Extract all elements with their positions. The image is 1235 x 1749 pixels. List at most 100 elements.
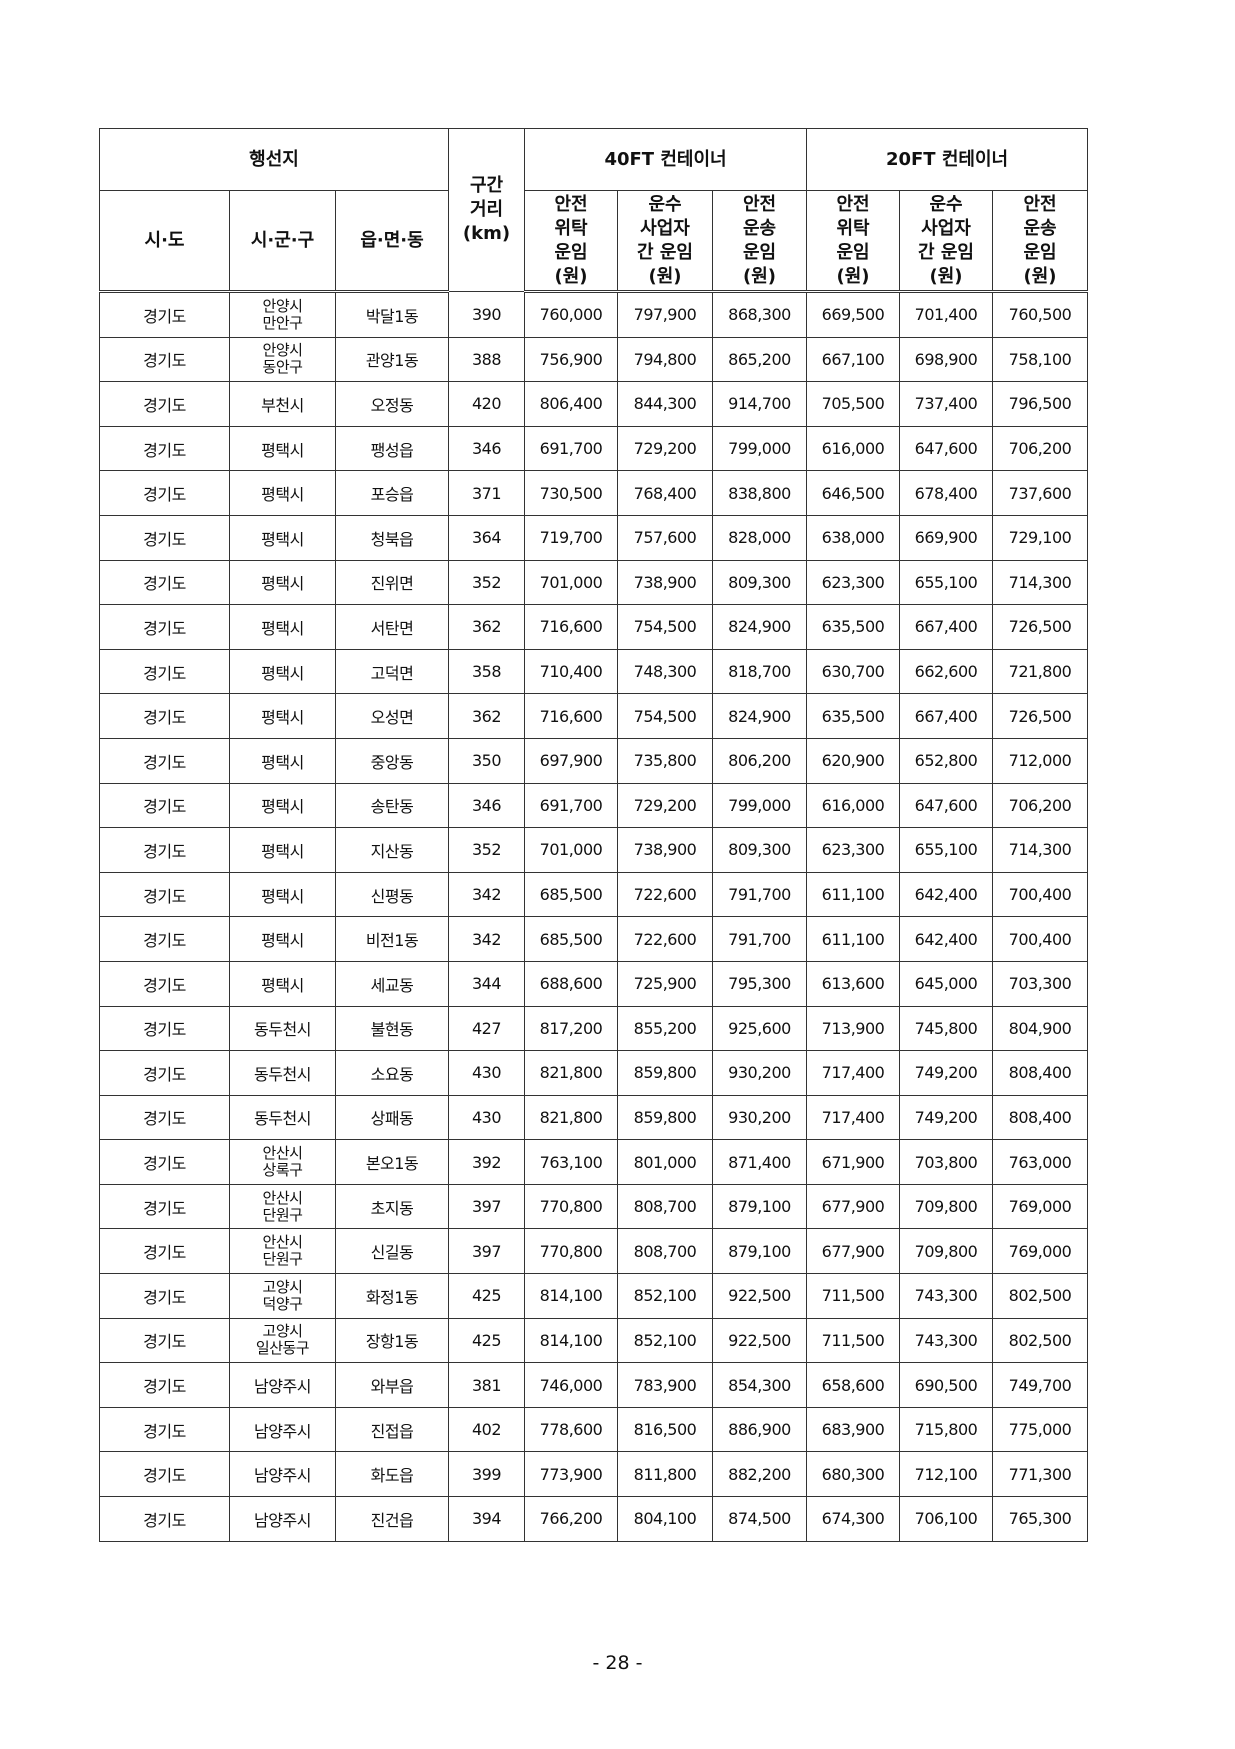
cell-20ft-safety-transport: 737,600 [992,470,1089,516]
cell-sido: 경기도 [99,1496,230,1542]
cell-20ft-safety-transport: 758,100 [992,336,1089,383]
cell-40ft-safety-consign: 770,800 [524,1183,619,1230]
table-row: 경기도 고양시 덕양구 화정1동 425 814,100 852,100 922,500 71… [99,1273,1089,1319]
table-row: 경기도 고양시 일산동구 장항1동 425 814,100 852,100 922,500 7… [99,1317,1089,1364]
cell-20ft-safety-consign: 717,400 [806,1094,901,1141]
header-line: 운송 [742,217,777,239]
cell-20ft-carrier: 703,800 [899,1139,994,1185]
cell-20ft-safety-consign: 671,900 [806,1139,901,1185]
cell-distance-km: 344 [448,960,526,1007]
cell-20ft-safety-consign: 616,000 [806,782,901,829]
cell-sido: 경기도 [99,1228,230,1275]
cell-sido: 경기도 [99,604,230,650]
cell-40ft-safety-consign: 817,200 [524,1005,619,1052]
header-line: (원) [554,265,588,287]
cell-20ft-safety-transport: 712,000 [992,737,1089,784]
cell-eupmyeondong: 진건읍 [334,1496,450,1542]
header-line: (원) [743,265,777,287]
cell-eupmyeondong: 고덕면 [334,648,450,695]
cell-sigungu: 동두천시 [229,1050,336,1096]
header-20ft: 20FT 컨테이너 [806,128,1089,191]
cell-sido: 경기도 [99,693,230,739]
cell-sido: 경기도 [99,1317,230,1364]
cell-40ft-carrier: 852,100 [617,1317,714,1364]
cell-distance-km: 342 [448,916,526,962]
cell-40ft-safety-transport: 879,100 [712,1183,808,1230]
header-40ft: 40FT 컨테이너 [524,128,808,191]
cell-40ft-safety-transport: 799,000 [712,782,808,829]
cell-20ft-safety-consign: 635,500 [806,604,901,650]
table-row: 경기도 평택시 포승읍 371 730,500 768,400 838,800 646,500… [99,470,1089,516]
cell-distance-km: 390 [448,291,526,338]
cell-20ft-safety-transport: 808,400 [992,1094,1089,1141]
header-line: (원) [648,265,682,287]
cell-sido: 경기도 [99,1005,230,1052]
cell-20ft-safety-consign: 717,400 [806,1050,901,1096]
cell-distance-km: 425 [448,1317,526,1364]
cell-20ft-safety-transport: 714,300 [992,559,1089,606]
cell-40ft-carrier: 738,900 [617,559,714,606]
header-safety-consign-rate: 안전 위탁 운임 (원) [806,190,901,293]
cell-20ft-carrier: 743,300 [899,1317,994,1364]
header-line: 안전 [554,193,588,215]
cell-eupmyeondong: 박달1동 [334,291,450,338]
cell-sigungu: 평택시 [229,827,336,873]
table-row: 경기도 남양주시 화도읍 399 773,900 811,800 882,200 680,30… [99,1451,1089,1498]
cell-40ft-safety-consign: 821,800 [524,1050,619,1096]
table-row: 경기도 안양시 만안구 박달1동 390 760,000 797,900 868,300 66… [99,291,1089,338]
cell-40ft-safety-transport: 818,700 [712,648,808,695]
table-row: 경기도 남양주시 진접읍 402 778,600 816,500 886,900 683,90… [99,1406,1089,1453]
cell-20ft-safety-transport: 706,200 [992,782,1089,829]
cell-eupmyeondong: 관양1동 [334,336,450,383]
cell-sido: 경기도 [99,1094,230,1141]
cell-sigungu: 평택시 [229,693,336,739]
cell-40ft-safety-transport: 791,700 [712,871,808,918]
cell-20ft-safety-transport: 802,500 [992,1273,1089,1319]
cell-20ft-safety-consign: 677,900 [806,1228,901,1275]
cell-sigungu: 동두천시 [229,1094,336,1141]
cell-20ft-safety-transport: 700,400 [992,916,1089,962]
header-distance-line: 구간 [469,175,504,196]
header-line: 안전 [742,193,777,215]
cell-distance-km: 402 [448,1406,526,1453]
cell-sigungu: 평택시 [229,559,336,606]
cell-distance-km: 358 [448,648,526,695]
cell-eupmyeondong: 중앙동 [334,737,450,784]
cell-40ft-safety-consign: 688,600 [524,960,619,1007]
cell-40ft-safety-transport: 868,300 [712,291,808,338]
cell-40ft-carrier: 808,700 [617,1228,714,1275]
cell-20ft-carrier: 690,500 [899,1362,994,1408]
cell-20ft-safety-consign: 611,100 [806,871,901,918]
cell-distance-km: 397 [448,1183,526,1230]
cell-distance-km: 388 [448,336,526,383]
cell-40ft-safety-consign: 730,500 [524,470,619,516]
cell-20ft-carrier: 706,100 [899,1496,994,1542]
cell-20ft-carrier: 709,800 [899,1228,994,1275]
cell-eupmyeondong: 비전1동 [334,916,450,962]
table-row: 경기도 동두천시 상패동 430 821,800 859,800 930,200 717,40… [99,1094,1089,1141]
cell-eupmyeondong: 소요동 [334,1050,450,1096]
cell-20ft-safety-transport: 706,200 [992,425,1089,472]
cell-distance-km: 392 [448,1139,526,1185]
cell-20ft-safety-transport: 703,300 [992,960,1089,1007]
cell-sigungu: 평택시 [229,737,336,784]
table-row: 경기도 평택시 팽성읍 346 691,700 729,200 799,000 616,000… [99,425,1089,472]
cell-20ft-safety-consign: 705,500 [806,381,901,427]
header-line: 간 운임 [918,241,974,263]
cell-40ft-safety-transport: 871,400 [712,1139,808,1185]
cell-sigungu: 안산시 단원구 [229,1228,336,1275]
table-row: 경기도 평택시 비전1동 342 685,500 722,600 791,700 611,10… [99,916,1089,962]
cell-40ft-safety-transport: 930,200 [712,1050,808,1096]
cell-40ft-safety-transport: 809,300 [712,559,808,606]
cell-40ft-safety-consign: 697,900 [524,737,619,784]
header-line: 운임 [742,241,777,263]
cell-20ft-safety-transport: 721,800 [992,648,1089,695]
header-carrier-rate: 운수 사업자 간 운임 (원) [899,190,994,293]
cell-20ft-safety-consign: 616,000 [806,425,901,472]
cell-20ft-safety-transport: 726,500 [992,604,1089,650]
cell-eupmyeondong: 신길동 [334,1228,450,1275]
cell-20ft-safety-transport: 804,900 [992,1005,1089,1052]
cell-distance-km: 427 [448,1005,526,1052]
cell-40ft-carrier: 729,200 [617,782,714,829]
cell-sigungu: 안양시 동안구 [229,336,336,383]
